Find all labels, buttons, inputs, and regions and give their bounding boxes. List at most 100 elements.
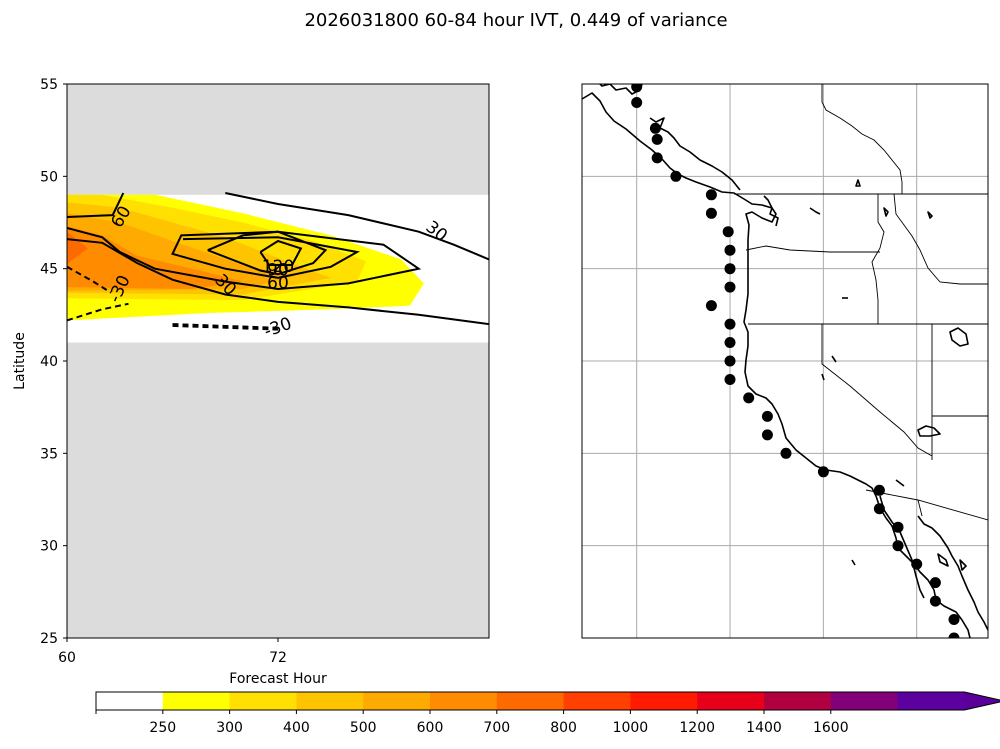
ivt-fill-600 xyxy=(67,226,243,289)
y-tick-label: 40 xyxy=(40,354,58,370)
contour-line-120 xyxy=(207,230,328,276)
contour-line-30 xyxy=(225,192,489,261)
colorbar-tick-label: 250 xyxy=(149,720,176,736)
map-point xyxy=(948,614,960,625)
map-point xyxy=(631,97,643,108)
colorbar-segment xyxy=(764,692,832,710)
contour-line-60 xyxy=(67,192,125,218)
colorbar-segment xyxy=(363,692,431,710)
colorado-river-border xyxy=(917,499,923,517)
contour-line-30 xyxy=(67,238,489,326)
map-point xyxy=(651,133,663,145)
idaho-oregon-border xyxy=(871,194,885,324)
map-point xyxy=(724,374,736,385)
map-point xyxy=(724,281,736,293)
map-point xyxy=(722,226,734,238)
contour-line-neg30 xyxy=(172,323,279,329)
map-point xyxy=(929,595,941,607)
colorbar-segment xyxy=(430,692,498,710)
y-tick-label: 55 xyxy=(40,77,58,93)
bc-alberta-border xyxy=(821,84,903,194)
coastline-main xyxy=(582,92,971,638)
map-point xyxy=(948,632,960,638)
lake-outline-b xyxy=(855,179,861,187)
x-tick-label: 72 xyxy=(269,650,287,666)
y-tick-label: 50 xyxy=(40,169,58,185)
x-axis-label: Forecast Hour xyxy=(229,671,327,687)
political-borders xyxy=(734,84,988,521)
map-point xyxy=(651,152,663,164)
contour-line-90 xyxy=(259,239,303,266)
y-tick-label: 30 xyxy=(40,539,58,555)
colorbar-segment xyxy=(496,692,565,710)
map-point xyxy=(724,318,736,330)
colorbar-segment xyxy=(830,692,899,710)
colorbar-tick-label: 1600 xyxy=(813,720,849,736)
contour-line-neg30 xyxy=(67,265,112,294)
baja-west-coast xyxy=(879,495,925,599)
map-point xyxy=(817,466,829,478)
y-tick-label: 25 xyxy=(40,631,58,647)
colorbar-tick-label: 600 xyxy=(417,720,444,736)
colorbar-tick-label: 400 xyxy=(283,720,310,736)
x-axis-ticks: 60 72 xyxy=(58,638,287,666)
gulf-island xyxy=(937,553,949,567)
colorbar-tick-label: 1400 xyxy=(746,720,782,736)
colorbar-segment xyxy=(96,692,164,710)
colorbar-tick-label: 1000 xyxy=(613,720,649,736)
map-point xyxy=(724,355,736,367)
gulf-of-california-coast xyxy=(917,515,988,631)
colorbar-tick-label: 300 xyxy=(216,720,243,736)
lake-outline-c xyxy=(883,207,889,217)
map-point xyxy=(892,521,904,533)
idaho-montana-border xyxy=(893,193,988,285)
lake-mead xyxy=(917,425,941,437)
contour-label: 120 xyxy=(262,257,294,277)
map-point-layer xyxy=(631,84,960,638)
lake-outline-d xyxy=(927,211,933,219)
map-point xyxy=(724,244,736,256)
island-outline xyxy=(851,559,856,566)
y-axis-label: Latitude xyxy=(12,332,28,390)
map-point xyxy=(631,84,643,93)
salton-sea xyxy=(895,479,905,487)
map-point xyxy=(724,337,736,348)
california-nevada-border xyxy=(821,324,933,457)
colorbar-tick-label: 800 xyxy=(550,720,577,736)
map-point xyxy=(929,577,941,589)
map-gridlines xyxy=(582,84,988,638)
colorbar-tick-label: 700 xyxy=(483,720,510,736)
colorbar-segment xyxy=(897,692,965,710)
contour-label: 90 xyxy=(267,261,289,281)
map-point xyxy=(873,484,885,496)
map-point xyxy=(705,207,717,219)
map-point xyxy=(761,429,773,441)
figure-title: 2026031800 60-84 hour IVT, 0.449 of vari… xyxy=(304,10,727,31)
contour-line-neg30 xyxy=(172,324,279,331)
colorbar-tick-label: 1200 xyxy=(679,720,715,736)
gulf-island-b xyxy=(959,559,967,571)
missing-data-background xyxy=(67,84,489,638)
colorbar-segment xyxy=(630,692,698,710)
lake-outline-g xyxy=(821,373,825,381)
map-point xyxy=(873,503,885,515)
map-frame xyxy=(581,83,989,639)
map-point xyxy=(911,558,923,570)
colorbar: 250 300 400 500 600 700 800 1000 1200 1400 1600 xyxy=(95,691,1000,736)
map-point xyxy=(761,410,773,422)
contour-label: 60 xyxy=(267,273,289,293)
map-point xyxy=(724,263,736,275)
lake-outline-f xyxy=(831,355,837,363)
vancouver-island-coast xyxy=(649,117,741,191)
map-point xyxy=(892,540,904,552)
colorbar-segment xyxy=(296,692,364,710)
colorbar-segment xyxy=(697,692,765,710)
great-salt-lake xyxy=(949,327,969,347)
map-point xyxy=(780,447,792,459)
washington-oregon-border xyxy=(745,245,880,253)
coastline xyxy=(582,84,988,638)
colorbar-extend-arrow xyxy=(964,692,1000,710)
colorbar-segment xyxy=(229,692,297,710)
